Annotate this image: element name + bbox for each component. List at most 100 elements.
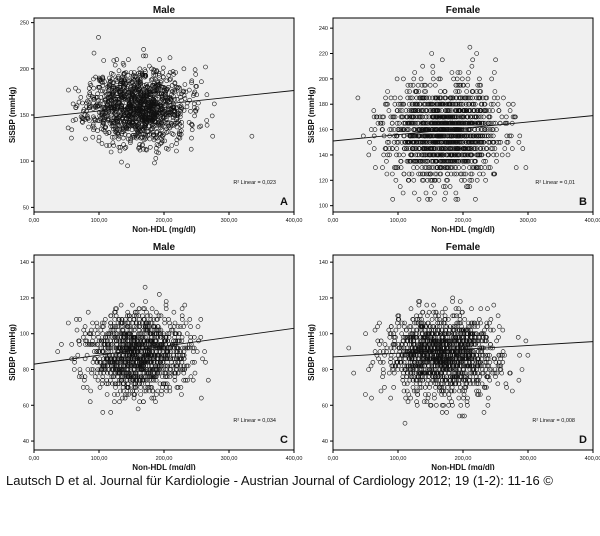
data-point bbox=[439, 57, 445, 63]
data-point bbox=[458, 171, 463, 177]
data-point bbox=[85, 367, 91, 372]
data-point bbox=[150, 83, 155, 88]
data-point bbox=[126, 331, 131, 337]
data-point bbox=[426, 165, 432, 170]
data-point bbox=[425, 152, 430, 158]
data-point bbox=[113, 111, 118, 117]
chart-title: Male bbox=[153, 242, 176, 253]
data-point bbox=[456, 165, 462, 170]
y-tick-label: 60 bbox=[23, 403, 29, 409]
data-point bbox=[168, 367, 173, 372]
data-point bbox=[146, 99, 151, 105]
data-point bbox=[133, 374, 138, 380]
data-point bbox=[165, 338, 170, 344]
data-point bbox=[182, 96, 188, 101]
data-point bbox=[404, 146, 409, 151]
data-point bbox=[94, 95, 100, 100]
data-point bbox=[392, 101, 398, 107]
data-point bbox=[396, 101, 401, 107]
data-point bbox=[148, 331, 154, 337]
data-point bbox=[154, 69, 159, 74]
data-point bbox=[175, 349, 180, 354]
data-point bbox=[148, 320, 154, 326]
data-point bbox=[453, 197, 459, 202]
linear-fit-line bbox=[34, 90, 294, 119]
data-point bbox=[432, 127, 438, 132]
data-point bbox=[461, 152, 466, 158]
data-point bbox=[104, 331, 110, 337]
data-point bbox=[469, 306, 474, 312]
data-point bbox=[130, 302, 135, 308]
data-point bbox=[413, 108, 419, 113]
data-point bbox=[141, 399, 146, 405]
data-point bbox=[156, 82, 161, 87]
data-point bbox=[104, 143, 109, 148]
data-point bbox=[133, 349, 138, 354]
panel-letter: C bbox=[280, 434, 288, 446]
data-point bbox=[415, 82, 421, 88]
data-point bbox=[494, 127, 499, 132]
data-point bbox=[465, 76, 471, 82]
data-point bbox=[84, 104, 89, 109]
data-point bbox=[103, 124, 108, 130]
data-point bbox=[469, 152, 475, 158]
data-point bbox=[478, 114, 484, 120]
data-point bbox=[398, 114, 404, 120]
data-point bbox=[126, 374, 132, 380]
data-point bbox=[400, 190, 406, 196]
data-point bbox=[457, 413, 462, 419]
data-point bbox=[70, 118, 76, 123]
data-point bbox=[142, 356, 148, 362]
data-point bbox=[183, 320, 189, 326]
data-point bbox=[120, 381, 126, 387]
data-point bbox=[401, 146, 407, 151]
data-point bbox=[132, 95, 138, 100]
data-point bbox=[135, 359, 140, 365]
data-point bbox=[70, 101, 76, 107]
data-point bbox=[452, 171, 457, 177]
data-point bbox=[152, 160, 157, 166]
data-point bbox=[406, 101, 412, 107]
data-point bbox=[108, 320, 114, 326]
data-point bbox=[467, 363, 473, 369]
data-point bbox=[432, 395, 437, 401]
data-point bbox=[159, 94, 165, 99]
data-point bbox=[517, 133, 523, 139]
data-point bbox=[156, 87, 161, 93]
data-point bbox=[469, 120, 475, 126]
data-point bbox=[103, 334, 108, 340]
data-point bbox=[163, 306, 169, 312]
data-point bbox=[136, 327, 142, 333]
data-point bbox=[111, 97, 116, 103]
data-point bbox=[118, 324, 124, 329]
y-tick-label: 120 bbox=[20, 296, 29, 302]
y-tick-label: 160 bbox=[319, 128, 328, 134]
data-point bbox=[193, 72, 198, 77]
data-point bbox=[135, 367, 141, 372]
data-point bbox=[416, 120, 421, 126]
data-point bbox=[88, 388, 93, 394]
data-point bbox=[478, 82, 484, 88]
data-point bbox=[395, 165, 401, 170]
data-point bbox=[199, 79, 204, 84]
data-point bbox=[444, 381, 450, 387]
data-point bbox=[178, 132, 184, 137]
data-point bbox=[190, 359, 195, 365]
data-point bbox=[421, 140, 427, 145]
data-point bbox=[435, 146, 440, 151]
data-point bbox=[187, 317, 193, 322]
data-point bbox=[121, 109, 127, 115]
data-point bbox=[472, 159, 477, 164]
data-point bbox=[419, 165, 425, 170]
data-point bbox=[161, 65, 166, 71]
data-point bbox=[150, 342, 156, 347]
data-point bbox=[121, 72, 126, 77]
data-point bbox=[457, 159, 462, 164]
y-tick-label: 100 bbox=[20, 332, 29, 338]
data-point bbox=[148, 118, 154, 123]
data-point bbox=[74, 317, 79, 322]
data-point bbox=[188, 146, 194, 152]
data-point bbox=[198, 123, 204, 129]
data-point bbox=[425, 101, 431, 107]
data-point bbox=[383, 95, 388, 101]
